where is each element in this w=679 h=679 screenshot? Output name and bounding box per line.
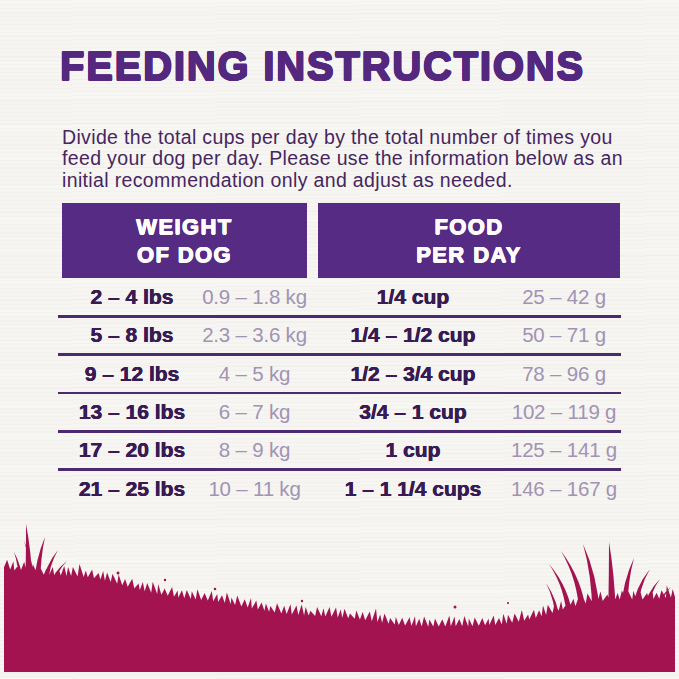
weight-kg: 10 – 11 kg <box>202 477 307 501</box>
feeding-instructions-panel: FEEDING INSTRUCTIONS Divide the total cu… <box>0 0 679 679</box>
table-row: 21 – 25 lbs 10 – 11 kg 1 – 1 1/4 cups 14… <box>62 470 620 508</box>
weight-lbs: 13 – 16 lbs <box>62 400 202 424</box>
food-cups: 1/4 – 1/2 cup <box>318 323 508 347</box>
weight-lbs: 5 – 8 lbs <box>62 323 202 347</box>
page-title: FEEDING INSTRUCTIONS <box>60 44 585 88</box>
food-cups: 1/2 – 3/4 cup <box>318 362 508 386</box>
table-row: 5 – 8 lbs 2.3 – 3.6 kg 1/4 – 1/2 cup 50 … <box>62 316 620 354</box>
food-grams: 50 – 71 g <box>508 323 620 347</box>
food-per-day-header: FOOD PER DAY <box>318 203 620 278</box>
food-grams: 125 – 141 g <box>508 438 620 462</box>
weight-kg: 2.3 – 3.6 kg <box>202 323 307 347</box>
intro-line-2: feed your dog per day. Please use the in… <box>62 148 623 169</box>
food-cups: 3/4 – 1 cup <box>318 400 508 424</box>
weight-of-dog-header: WEIGHT OF DOG <box>62 203 307 278</box>
table-row: 17 – 20 lbs 8 – 9 kg 1 cup 125 – 141 g <box>62 431 620 469</box>
food-grams: 146 – 167 g <box>508 477 620 501</box>
weight-lbs: 9 – 12 lbs <box>62 362 202 386</box>
intro-paragraph: Divide the total cups per day by the tot… <box>62 127 623 191</box>
table-row: 9 – 12 lbs 4 – 5 kg 1/2 – 3/4 cup 78 – 9… <box>62 355 620 393</box>
food-grams: 102 – 119 g <box>508 400 620 424</box>
weight-lbs: 21 – 25 lbs <box>62 477 202 501</box>
food-cups: 1 – 1 1/4 cups <box>318 477 508 501</box>
feeding-table: 2 – 4 lbs 0.9 – 1.8 kg 1/4 cup 25 – 42 g… <box>62 278 620 508</box>
weight-kg: 8 – 9 kg <box>202 438 307 462</box>
food-grams: 25 – 42 g <box>508 285 620 309</box>
table-row: 13 – 16 lbs 6 – 7 kg 3/4 – 1 cup 102 – 1… <box>62 393 620 431</box>
weight-kg: 0.9 – 1.8 kg <box>202 285 307 309</box>
food-cups: 1/4 cup <box>318 285 508 309</box>
weight-kg: 4 – 5 kg <box>202 362 307 386</box>
food-grams: 78 – 96 g <box>508 362 620 386</box>
weight-kg: 6 – 7 kg <box>202 400 307 424</box>
food-cups: 1 cup <box>318 438 508 462</box>
weight-lbs: 2 – 4 lbs <box>62 285 202 309</box>
weight-lbs: 17 – 20 lbs <box>62 438 202 462</box>
intro-line-3: initial recommendation only and adjust a… <box>62 170 623 191</box>
intro-line-1: Divide the total cups per day by the tot… <box>62 127 623 148</box>
table-row: 2 – 4 lbs 0.9 – 1.8 kg 1/4 cup 25 – 42 g <box>62 278 620 316</box>
